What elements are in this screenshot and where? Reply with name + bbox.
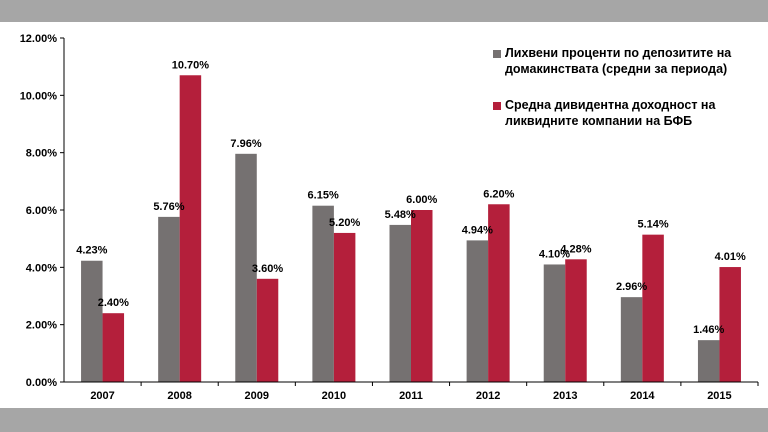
- x-tick-label-2011: 2011: [399, 390, 423, 402]
- data-label-dividend-yield-2008: 10.70%: [172, 59, 210, 71]
- data-label-deposit-rate-2010: 6.15%: [308, 190, 339, 202]
- bar-deposit-rate-2012: [466, 240, 489, 382]
- bars: [81, 75, 741, 383]
- x-tick-label-2012: 2012: [476, 390, 500, 402]
- x-tick-label-2014: 2014: [630, 390, 655, 402]
- bar-dividend-yield-2015: [719, 267, 741, 382]
- y-tick-label: 8.00%: [26, 148, 57, 160]
- x-tick-label-2013: 2013: [553, 390, 577, 402]
- bar-deposit-rate-2010: [312, 205, 334, 382]
- bar-dividend-yield-2014: [642, 234, 664, 382]
- x-tick-label-2008: 2008: [167, 390, 191, 402]
- bar-deposit-rate-2009: [235, 153, 257, 382]
- legend-item-deposit-rates: Лихвени проценти по депозитите на домаки…: [491, 45, 761, 77]
- data-label-deposit-rate-2011: 5.48%: [385, 209, 416, 221]
- bar-dividend-yield-2012: [488, 204, 510, 382]
- data-label-deposit-rate-2013: 4.10%: [539, 248, 570, 260]
- y-axis-ticks: 0.00% 2.00% 4.00% 6.00% 8.00% 10.00% 12.00%: [20, 33, 64, 389]
- bar-deposit-rate-2011: [389, 224, 411, 382]
- data-label-dividend-yield-2009: 3.60%: [252, 263, 283, 275]
- bottom-band: [0, 408, 768, 432]
- x-axis-ticks: 2007 2008 2009 2010 2011 2012 2013 2014 2015: [90, 382, 759, 402]
- data-label-deposit-rate-2014: 2.96%: [616, 281, 647, 293]
- x-tick-label-2007: 2007: [90, 390, 114, 402]
- y-tick-label: 6.00%: [26, 205, 57, 217]
- y-tick-label: 4.00%: [26, 262, 57, 274]
- bar-deposit-rate-2014: [620, 297, 643, 382]
- data-label-dividend-yield-2011: 6.00%: [406, 194, 437, 206]
- data-label-deposit-rate-2015: 1.46%: [693, 324, 724, 336]
- data-label-dividend-yield-2007: 2.40%: [98, 297, 129, 309]
- data-label-deposit-rate-2009: 7.96%: [230, 138, 261, 150]
- bar-dividend-yield-2011: [411, 210, 433, 382]
- data-labels: 4.23% 2.40% 5.76% 10.70% 7.96% 3.60% 6.15% 5.20…: [76, 59, 746, 336]
- legend-label-deposit-rates: Лихвени проценти по депозитите на домаки…: [505, 46, 732, 76]
- data-label-dividend-yield-2015: 4.01%: [715, 251, 746, 263]
- bar-deposit-rate-2013: [543, 264, 566, 382]
- bar-deposit-rate-2015: [697, 340, 720, 382]
- data-label-dividend-yield-2014: 5.14%: [637, 219, 668, 231]
- legend-swatch-deposit-rates: [493, 50, 501, 58]
- y-tick-label: 12.00%: [20, 33, 58, 45]
- data-label-deposit-rate-2008: 5.76%: [153, 201, 184, 213]
- y-tick-label: 0.00%: [26, 377, 57, 389]
- legend: Лихвени проценти по депозитите на домаки…: [491, 45, 761, 149]
- y-tick-label: 2.00%: [26, 320, 57, 332]
- y-tick-label: 10.00%: [20, 90, 58, 102]
- data-label-dividend-yield-2013: 4.28%: [560, 243, 591, 255]
- x-tick-label-2015: 2015: [707, 390, 731, 402]
- bar-deposit-rate-2008: [158, 216, 180, 382]
- x-tick-label-2009: 2009: [245, 390, 269, 402]
- legend-swatch-dividend-yield: [493, 102, 501, 110]
- x-tick-label-2010: 2010: [322, 390, 346, 402]
- data-label-deposit-rate-2007: 4.23%: [76, 245, 107, 257]
- data-label-dividend-yield-2012: 6.20%: [483, 188, 514, 200]
- bar-dividend-yield-2007: [102, 313, 125, 382]
- bar-dividend-yield-2009: [256, 278, 279, 382]
- legend-item-dividend-yield: Средна дивидентна доходност на ликвиднит…: [491, 97, 761, 129]
- legend-label-dividend-yield: Средна дивидентна доходност на ликвиднит…: [505, 98, 716, 128]
- data-label-deposit-rate-2012: 4.94%: [462, 224, 493, 236]
- bar-deposit-rate-2007: [81, 260, 103, 382]
- bar-dividend-yield-2008: [179, 75, 202, 383]
- bar-dividend-yield-2013: [565, 259, 587, 382]
- bar-dividend-yield-2010: [333, 232, 356, 382]
- data-label-dividend-yield-2010: 5.20%: [329, 217, 360, 229]
- top-band: [0, 0, 768, 22]
